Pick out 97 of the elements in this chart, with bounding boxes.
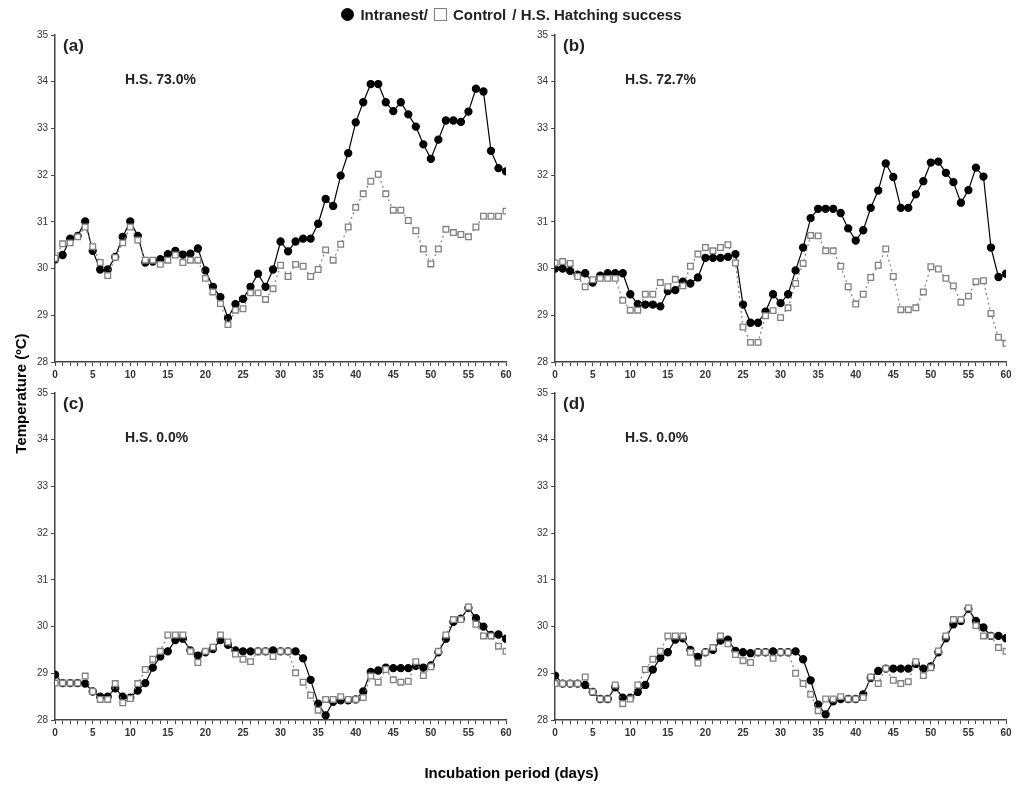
x-tick-label: 30 — [275, 726, 287, 738]
x-tick-label: 0 — [552, 726, 559, 738]
y-tick-label: 32 — [537, 168, 549, 180]
x-tick-label: 40 — [350, 726, 362, 738]
y-tick-label: 34 — [37, 433, 49, 445]
x-tick-label: 20 — [199, 368, 212, 380]
x-tick-label: 15 — [662, 368, 674, 380]
annotation: H.S. 0.0% — [625, 428, 689, 445]
x-tick-label: 30 — [775, 368, 787, 380]
y-tick-label: 32 — [537, 526, 549, 538]
x-tick-label: 55 — [962, 726, 975, 738]
x-tick-label: 25 — [737, 368, 749, 380]
x-tick-label: 0 — [552, 368, 559, 380]
y-tick-label: 28 — [537, 355, 549, 367]
legend-label: Intranest/ — [360, 5, 428, 23]
y-tick-label: 35 — [37, 386, 49, 398]
y-tick-label: 30 — [537, 262, 549, 274]
x-tick-label: 0 — [52, 368, 59, 380]
y-tick-label: 31 — [37, 215, 49, 227]
x-tick-label: 60 — [500, 726, 512, 738]
x-tick-label: 10 — [124, 368, 137, 380]
x-tick-label: 15 — [162, 726, 174, 738]
y-tick-label: 29 — [37, 309, 49, 321]
y-tick-label: 35 — [37, 28, 49, 40]
annotation: H.S. 0.0% — [125, 428, 189, 445]
x-tick-label: 40 — [850, 368, 862, 380]
x-tick-label: 30 — [775, 726, 787, 738]
x-tick-label: 45 — [887, 368, 900, 380]
x-tick-label: 35 — [812, 726, 825, 738]
y-tick-label: 30 — [37, 620, 49, 632]
x-axis-title: Incubation period (days) — [423, 764, 600, 781]
x-tick-label: 20 — [699, 726, 712, 738]
y-tick-label: 34 — [537, 75, 549, 87]
y-tick-label: 30 — [537, 620, 549, 632]
x-tick-label: 5 — [589, 368, 596, 380]
x-tick-label: 50 — [925, 726, 937, 738]
y-tick-label: 34 — [37, 75, 49, 87]
x-tick-label: 55 — [462, 368, 475, 380]
x-tick-label: 50 — [425, 726, 437, 738]
x-tick-label: 20 — [199, 726, 212, 738]
x-tick-label: 30 — [275, 368, 287, 380]
y-tick-label: 28 — [537, 713, 549, 725]
y-tick-label: 33 — [537, 480, 549, 492]
annotation: (a) — [63, 36, 84, 56]
x-tick-label: 15 — [662, 726, 674, 738]
annotation: (b) — [563, 36, 585, 56]
y-tick-label: 30 — [37, 262, 49, 274]
annotation: H.S. 72.7% — [625, 70, 697, 87]
x-tick-label: 20 — [699, 368, 712, 380]
x-tick-label: 25 — [237, 368, 249, 380]
x-tick-label: 0 — [52, 726, 59, 738]
x-tick-label: 60 — [1000, 726, 1012, 738]
x-tick-label: 10 — [624, 368, 637, 380]
y-tick-label: 28 — [37, 713, 49, 725]
x-tick-label: 60 — [1000, 368, 1012, 380]
x-tick-label: 45 — [387, 726, 400, 738]
x-tick-label: 55 — [462, 726, 475, 738]
x-tick-label: 5 — [89, 368, 96, 380]
y-tick-label: 32 — [37, 168, 49, 180]
y-tick-label: 33 — [37, 480, 49, 492]
x-tick-label: 25 — [237, 726, 249, 738]
y-tick-label: 28 — [37, 355, 49, 367]
x-tick-label: 40 — [850, 726, 862, 738]
y-tick-label: 29 — [537, 309, 549, 321]
x-tick-label: 10 — [624, 726, 637, 738]
x-tick-label: 60 — [500, 368, 512, 380]
y-tick-label: 31 — [537, 215, 549, 227]
x-tick-label: 50 — [925, 368, 937, 380]
y-tick-label: 33 — [537, 122, 549, 134]
y-axis-title: Temperature (ºC) — [11, 332, 29, 456]
x-tick-label: 5 — [589, 726, 596, 738]
y-tick-label: 35 — [537, 28, 549, 40]
x-tick-label: 50 — [425, 368, 437, 380]
legend-title: / H.S. Hatching success — [512, 5, 682, 23]
x-tick-label: 5 — [89, 726, 96, 738]
y-tick-label: 31 — [37, 573, 49, 585]
x-tick-label: 40 — [350, 368, 362, 380]
y-tick-label: 33 — [37, 122, 49, 134]
y-tick-label: 31 — [537, 573, 549, 585]
x-tick-label: 35 — [312, 726, 325, 738]
x-tick-label: 45 — [887, 726, 900, 738]
x-tick-label: 55 — [962, 368, 975, 380]
annotation: H.S. 73.0% — [125, 70, 197, 87]
y-tick-label: 29 — [37, 667, 49, 679]
x-tick-label: 15 — [162, 368, 174, 380]
x-tick-label: 10 — [124, 726, 137, 738]
annotation: (d) — [563, 394, 585, 414]
y-tick-label: 35 — [537, 386, 549, 398]
y-tick-label: 34 — [537, 433, 549, 445]
legend-label: Control — [452, 5, 507, 23]
x-tick-label: 45 — [387, 368, 400, 380]
x-tick-label: 25 — [737, 726, 749, 738]
annotation: (c) — [63, 394, 84, 414]
x-tick-label: 35 — [812, 368, 825, 380]
y-tick-label: 32 — [37, 526, 49, 538]
y-tick-label: 29 — [537, 667, 549, 679]
x-tick-label: 35 — [312, 368, 325, 380]
